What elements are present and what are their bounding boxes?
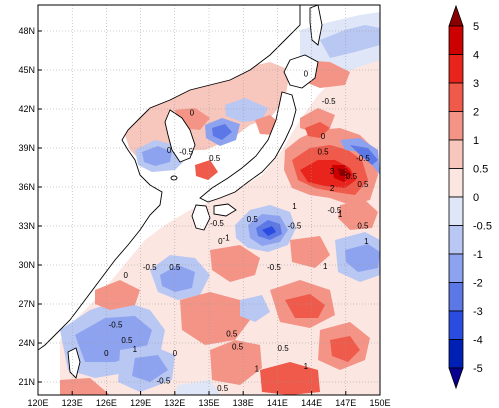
lat-tick-label: 36N [18,182,35,192]
colorbar-segment [448,253,464,283]
lat-tick-label: 48N [18,26,35,36]
anomaly-field [60,12,380,395]
contour-label: -0.5 [143,263,157,272]
contour-label: 0.5 [317,148,329,157]
lon-tick-label: 150E [369,398,390,408]
plot-area: -0.5 0 0 0 0.5 -0.5 0 0.5 3 2 0.5 -0.5 0.5 -0.5 -0.5 0.… [38,5,380,395]
contour-label: 0.5 [278,344,290,353]
latitude-axis: 48N 45N 42N 39N 36N 33N 30N 27N 24N 21N [18,26,42,387]
colorbar-label: 4 [473,50,479,62]
lon-tick-label: 147E [335,398,356,408]
colorbar-label: 3 [473,78,479,90]
contour-label: 1 [338,210,343,219]
colorbar-segment [448,168,464,198]
contour-label: 0 [321,132,326,141]
colorbar-label: -2 [473,278,483,290]
contour-label: 1 [255,365,260,374]
contour-label: -1 [223,233,231,242]
contour-label: 0.5 [357,180,369,189]
contour-label: 1 [133,345,138,354]
colorbar-segment [448,225,464,255]
contour-label: -0.5 [356,154,370,163]
lon-tick-label: 135E [198,398,219,408]
contour-label: 0 [190,109,195,118]
lat-tick-label: 30N [18,260,35,270]
contour-label: -0.5 [288,222,302,231]
lat-tick-label: 42N [18,104,35,114]
contour-label: -0.5 [179,148,193,157]
contour-label: 0.5 [232,343,244,352]
colorbar-segment [448,54,464,84]
lat-tick-label: 33N [18,221,35,231]
contour-label: 3 [330,167,335,176]
lon-tick-label: 132E [164,398,185,408]
colorbar-label: 0 [473,192,479,204]
contour-label: -0.5 [328,206,342,215]
colorbar-label: -1 [473,249,483,261]
contour-label: 0.5 [357,222,369,231]
colorbar-min-triangle [448,367,464,390]
contour-label: 0 [173,349,178,358]
lon-tick-label: 129E [130,398,151,408]
contour-label: 0.5 [247,215,259,224]
contour-label: 0.5 [217,384,229,393]
gridlines [38,5,380,395]
contour-label: 0 [167,146,172,155]
longitude-axis: 120E 123E 126E 129E 132E 135E 138E 141E 144E 147E… [27,391,391,408]
colorbar-label: 0.5 [473,164,488,176]
contour-label: 0 [124,271,129,280]
colorbar-segment [448,282,464,312]
contour-label: 2 [330,184,335,193]
lon-tick-label: 138E [233,398,254,408]
contour-label: -0.5 [267,263,281,272]
colorbar-segment [448,25,464,55]
lon-tick-label: 141E [267,398,288,408]
colorbar-max-triangle [448,4,464,27]
lon-tick-label: 120E [27,398,48,408]
lon-tick-label: 126E [96,398,117,408]
contour-label: 0.5 [346,172,358,181]
colorbar-segment [448,196,464,226]
lat-tick-label: 21N [18,377,35,387]
contour-label: 1 [292,202,297,211]
contour-label: 0.5 [169,263,181,272]
lat-tick-label: 27N [18,299,35,309]
lat-tick-label: 39N [18,143,35,153]
colorbar-segment [448,82,464,112]
lon-tick-label: 144E [301,398,322,408]
lat-tick-label: 24N [18,338,35,348]
contour-label: 0.5 [226,330,238,339]
colorbar-label: -0.5 [473,221,492,233]
colorbar-label: 1 [473,135,479,147]
contour-label: -0.5 [322,97,336,106]
colorbar-segment [448,139,464,169]
contour-label: -0.5 [157,376,171,385]
colorbar-segment [448,310,464,340]
contour-label: 0.5 [121,336,133,345]
contour-label: 1 [304,362,309,371]
colorbar-label: 2 [473,107,479,119]
colorbar-label: -4 [473,335,483,347]
colorbar-label: -5 [473,363,483,375]
colorbar: 5 4 3 2 1 0.5 0 -0.5 -1 -2 -3 -4 -5 [448,4,492,390]
contour-labels: -0.5 0 0 0 0.5 -0.5 0 0.5 3 2 0.5 -0.5 0.5 -0.5 -0.5 0.… [104,70,370,394]
lat-tick-label: 45N [18,65,35,75]
colorbar-segment [448,111,464,141]
land-masses [38,5,323,379]
contour-label: -0.5 [210,219,224,228]
contour-label: 0 [104,349,109,358]
contour-label: 1 [364,237,369,246]
colorbar-label: 5 [473,21,479,33]
contour-label: 1 [323,262,328,271]
lon-tick-label: 123E [62,398,83,408]
colorbar-segment [448,339,464,369]
contour-label: 0.5 [209,154,221,163]
contour-label: -0.5 [109,320,123,329]
contour-label: 0 [304,70,309,79]
contour-label: 0 [218,237,223,246]
colorbar-label: -3 [473,306,483,318]
